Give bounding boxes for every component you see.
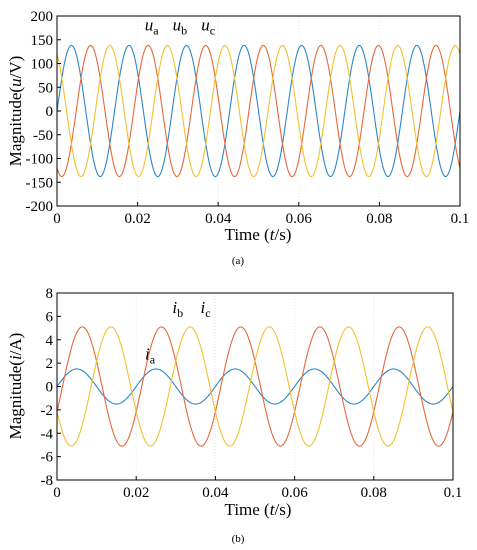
chart-a-x-axis-label: Time (t/s) bbox=[225, 225, 292, 244]
chart-b-y-axis-label: Magnitude(i/A) bbox=[6, 333, 25, 440]
chart-a-x-tick-label: 0.08 bbox=[366, 211, 392, 227]
chart-a-y-tick-label: -100 bbox=[26, 152, 54, 168]
chart-b-series-ia bbox=[56, 368, 454, 405]
chart-b-annotation-ic: ic bbox=[200, 298, 210, 320]
chart-b-y-tick-label: 0 bbox=[46, 380, 54, 396]
chart-a-annotation-ub: ub bbox=[173, 15, 188, 37]
chart-b-y-tick-label: 6 bbox=[46, 309, 54, 325]
chart-b-annotation-ia: ia bbox=[145, 345, 156, 367]
chart-b-x-ticks: 0 0.02 0.04 0.06 0.08 0.1 bbox=[53, 476, 462, 501]
chart-b-y-tick-label: -6 bbox=[41, 450, 54, 466]
chart-b-x-tick-label: 0.1 bbox=[444, 485, 463, 501]
chart-b-x-axis-label: Time (t/s) bbox=[225, 500, 292, 519]
chart-a-series bbox=[56, 44, 461, 178]
chart-a-y-tick-label: 0 bbox=[46, 104, 54, 120]
chart-a-annotation-ua: ua bbox=[145, 15, 160, 37]
chart-a-x-ticks: 0 0.02 0.04 0.06 0.08 0.1 bbox=[53, 202, 469, 227]
chart-a-annotations: ua ub uc bbox=[145, 15, 215, 37]
chart-b-y-tick-label: 2 bbox=[46, 356, 54, 372]
chart-b-x-tick-label: 0.08 bbox=[361, 485, 387, 501]
chart-b-x-tick-label: 0.02 bbox=[123, 485, 149, 501]
chart-b-y-tick-label: -2 bbox=[41, 403, 54, 419]
chart-a-series-uc bbox=[56, 44, 461, 178]
chart-a-x-tick-label: 0.02 bbox=[124, 211, 150, 227]
chart-a-y-axis-label: Magnitude(u/V) bbox=[6, 56, 25, 167]
chart-b-x-tick-label: 0.06 bbox=[281, 485, 308, 501]
chart-a-y-ticks: 200 150 100 50 0 -50 -100 -150 -200 bbox=[26, 9, 61, 215]
chart-b-y-tick-label: 8 bbox=[46, 286, 54, 302]
chart-b-series-ic bbox=[56, 326, 454, 447]
chart-b-y-tick-label: 4 bbox=[46, 333, 54, 349]
chart-a-caption: (a) bbox=[232, 255, 245, 267]
chart-a-y-tick-label: -150 bbox=[26, 175, 54, 191]
chart-a-y-tick-label: -50 bbox=[33, 128, 53, 144]
chart-a-x-tick-label: 0.04 bbox=[205, 211, 232, 227]
chart-a: 200 150 100 50 0 -50 -100 -150 -200 0 0.02 0.04 0.0… bbox=[6, 9, 469, 267]
chart-b-x-tick-label: 0.04 bbox=[202, 485, 229, 501]
chart-b-y-ticks: 8 6 4 2 0 -2 -4 -6 -8 bbox=[41, 286, 61, 489]
chart-a-series-ub bbox=[56, 44, 461, 178]
chart-a-y-tick-label: 150 bbox=[31, 33, 54, 49]
chart-a-y-tick-label: 50 bbox=[38, 80, 53, 96]
chart-a-x-tick-label: 0.1 bbox=[451, 211, 470, 227]
chart-a-y-tick-label: 200 bbox=[31, 9, 54, 25]
chart-a-x-tick-label: 0 bbox=[53, 211, 61, 227]
chart-a-series-ua bbox=[56, 44, 461, 178]
chart-a-y-tick-label: -200 bbox=[26, 199, 54, 215]
chart-b: 8 6 4 2 0 -2 -4 -6 -8 0 0.02 0.04 0.06 0.08 0.1 ia ib i… bbox=[6, 286, 462, 545]
chart-a-y-tick-label: 100 bbox=[31, 57, 54, 73]
chart-a-x-tick-label: 0.06 bbox=[286, 211, 313, 227]
chart-b-annotation-ib: ib bbox=[172, 298, 183, 320]
chart-a-annotation-uc: uc bbox=[201, 15, 215, 37]
chart-b-annotations: ia ib ic bbox=[145, 298, 211, 367]
chart-b-y-tick-label: -4 bbox=[41, 426, 54, 442]
chart-b-y-tick-label: -8 bbox=[41, 473, 54, 489]
chart-b-caption: (b) bbox=[232, 533, 245, 545]
chart-b-x-tick-label: 0 bbox=[53, 485, 61, 501]
chart-b-series bbox=[56, 326, 454, 447]
